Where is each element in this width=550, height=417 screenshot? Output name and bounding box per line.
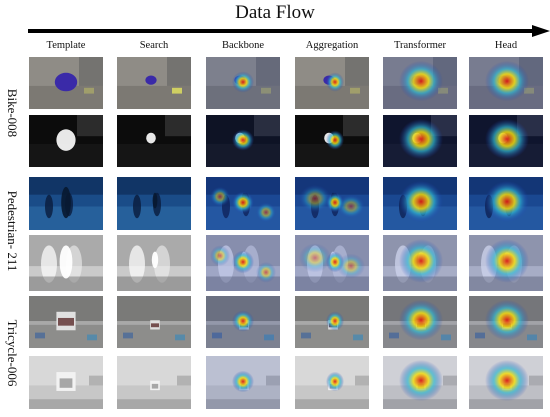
thumbnail-tricycle-rgb-backbone xyxy=(206,296,280,348)
thumbnail-pedestrian-rgb-aggregation xyxy=(295,177,369,230)
group-label-tricycle: Tricycle-006 xyxy=(5,319,20,386)
thumbnail-bike-rgb-template xyxy=(29,57,103,109)
thumbnail-tricycle-rgb-transformer xyxy=(383,296,457,348)
thumbnail-pedestrian-rgb-backbone xyxy=(206,177,280,230)
group-label-pedestrian: Pedestrian- 211 xyxy=(5,190,20,272)
thumbnail-pedestrian-thermal-search xyxy=(117,235,191,291)
thumbnail-bike-thermal-template xyxy=(29,115,103,167)
thumbnail-bike-thermal-backbone xyxy=(206,115,280,167)
thumbnail-bike-rgb-transformer xyxy=(383,57,457,109)
thumbnail-pedestrian-thermal-head xyxy=(469,235,543,291)
thumbnail-pedestrian-rgb-search xyxy=(117,177,191,230)
data-flow-title: Data Flow xyxy=(235,2,315,23)
thumbnail-tricycle-rgb-aggregation xyxy=(295,296,369,348)
data-flow-arrow xyxy=(28,25,550,37)
thumbnail-tricycle-thermal-transformer xyxy=(383,356,457,409)
thumbnail-bike-rgb-search xyxy=(117,57,191,109)
thumbnail-bike-thermal-aggregation xyxy=(295,115,369,167)
thumbnail-tricycle-rgb-head xyxy=(469,296,543,348)
thumbnail-pedestrian-thermal-aggregation xyxy=(295,235,369,291)
thumbnail-pedestrian-rgb-template xyxy=(29,177,103,230)
thumbnail-tricycle-thermal-head xyxy=(469,356,543,409)
thumbnail-bike-thermal-search xyxy=(117,115,191,167)
group-label-bike: Bike-008 xyxy=(5,88,20,138)
thumbnail-tricycle-rgb-search xyxy=(117,296,191,348)
column-header-search: Search xyxy=(139,40,169,51)
thumbnail-bike-rgb-aggregation xyxy=(295,57,369,109)
column-header-transformer: Transformer xyxy=(393,40,447,51)
thumbnail-pedestrian-thermal-backbone xyxy=(206,235,280,291)
thumbnail-bike-thermal-transformer xyxy=(383,115,457,167)
thumbnail-pedestrian-thermal-template xyxy=(29,235,103,291)
thumbnail-tricycle-thermal-search xyxy=(117,356,191,409)
thumbnail-tricycle-thermal-aggregation xyxy=(295,356,369,409)
thumbnail-tricycle-rgb-template xyxy=(29,296,103,348)
thumbnail-pedestrian-rgb-transformer xyxy=(383,177,457,230)
column-header-template: Template xyxy=(46,40,86,51)
thumbnail-tricycle-thermal-template xyxy=(29,356,103,409)
thumbnail-bike-thermal-head xyxy=(469,115,543,167)
thumbnail-pedestrian-rgb-head xyxy=(469,177,543,230)
thumbnail-tricycle-thermal-backbone xyxy=(206,356,280,409)
column-header-backbone: Backbone xyxy=(222,40,264,51)
thumbnail-bike-rgb-head xyxy=(469,57,543,109)
thumbnail-pedestrian-thermal-transformer xyxy=(383,235,457,291)
column-header-aggregation: Aggregation xyxy=(305,40,359,51)
thumbnail-bike-rgb-backbone xyxy=(206,57,280,109)
column-header-head: Head xyxy=(494,40,518,51)
